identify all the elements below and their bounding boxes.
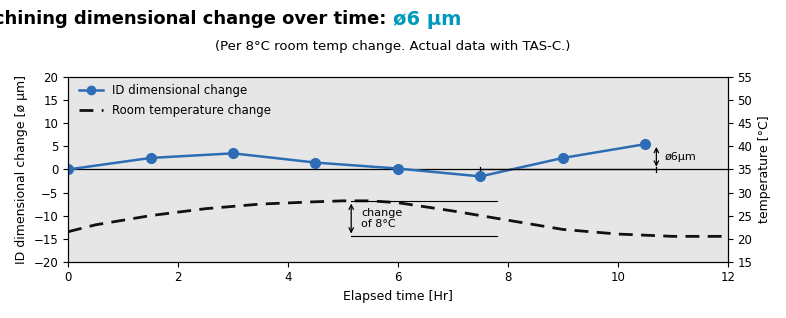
Text: (Per 8°C room temp change. Actual data with TAS-C.): (Per 8°C room temp change. Actual data w…	[215, 40, 571, 53]
Text: change
of 8°C: change of 8°C	[361, 208, 402, 229]
X-axis label: Elapsed time [Hr]: Elapsed time [Hr]	[343, 290, 453, 303]
Text: ø6 μm: ø6 μm	[393, 10, 461, 29]
Legend: ID dimensional change, Room temperature change: ID dimensional change, Room temperature …	[75, 79, 276, 121]
Y-axis label: temperature [°C]: temperature [°C]	[758, 116, 771, 223]
Text: ø6μm: ø6μm	[665, 152, 696, 162]
Text: Machining dimensional change over time:: Machining dimensional change over time:	[0, 10, 393, 28]
Y-axis label: ID dimensional change [ø μm]: ID dimensional change [ø μm]	[15, 75, 28, 264]
